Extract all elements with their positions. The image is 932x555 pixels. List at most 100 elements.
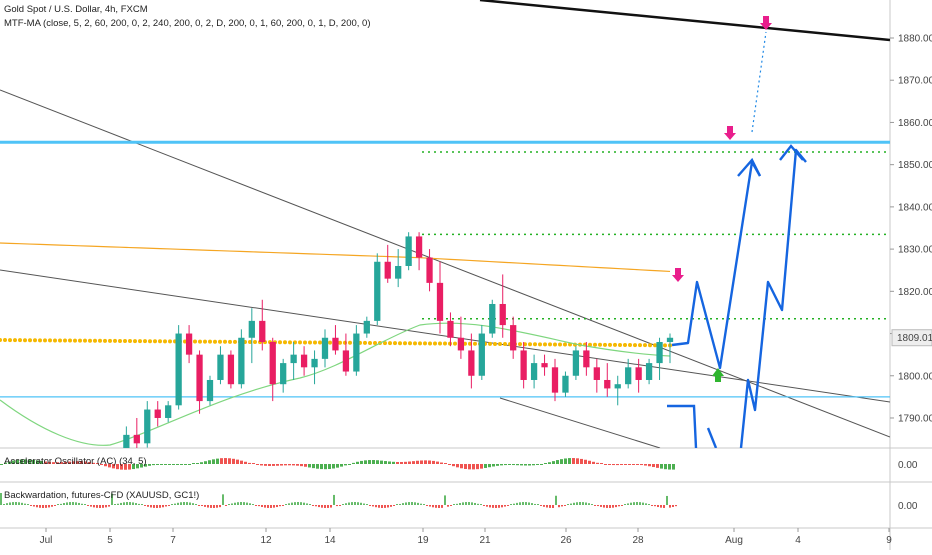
ac-bar <box>584 459 587 464</box>
ac-bar <box>380 460 383 464</box>
bw-bar <box>672 505 674 508</box>
ac-bar <box>516 464 519 466</box>
up-arrow-marker <box>712 368 724 376</box>
ma-dotted-point <box>283 340 287 345</box>
bw-bar <box>390 505 392 507</box>
ac-bar <box>640 464 643 466</box>
ma-dotted-point <box>348 340 352 345</box>
ac-bar <box>292 464 295 466</box>
bw-bar <box>96 505 98 508</box>
ac-bar <box>612 464 615 466</box>
ac-bar <box>296 464 299 466</box>
candle-body <box>541 363 548 368</box>
price-tick-label: 1830.00 <box>898 245 932 256</box>
ma-dotted-point <box>373 341 377 345</box>
bw-bar <box>15 502 17 505</box>
bw-bar <box>174 503 176 505</box>
ac-zero-label: 0.00 <box>898 460 918 471</box>
ac-bar <box>564 458 567 464</box>
bw-bar <box>54 505 56 506</box>
bw-bar <box>309 504 311 505</box>
bw-bar <box>426 505 428 506</box>
ac-bar <box>540 464 543 465</box>
bw-bar <box>462 502 464 505</box>
ac-bar <box>132 464 135 470</box>
ma-dotted-point <box>438 341 442 346</box>
bw-bar <box>312 505 314 506</box>
ac-panel-label: Accelerator Oscillator (AC) (34, 5) <box>4 456 147 467</box>
ac-bar <box>620 464 623 465</box>
ac-bar <box>544 463 547 464</box>
ac-bar <box>424 460 427 464</box>
bw-bar <box>222 494 224 505</box>
bw-bar <box>648 504 650 505</box>
ac-bar <box>268 464 271 466</box>
time-tick-label: 9 <box>886 535 892 546</box>
ac-bar <box>348 464 351 465</box>
bw-bar <box>513 503 515 505</box>
bw-bar <box>486 505 488 507</box>
bw-bar <box>3 504 5 505</box>
ma-dotted-point <box>403 341 407 346</box>
ac-bar <box>184 464 187 465</box>
bw-bar <box>435 505 437 508</box>
ma-dotted-point <box>618 342 622 347</box>
ma-dotted-point <box>208 339 212 344</box>
ac-bar <box>300 464 303 467</box>
ma-dotted-point <box>428 341 432 346</box>
candle-body <box>92 473 98 481</box>
bw-bar <box>621 505 623 506</box>
price-tick-label: 1800.00 <box>898 371 932 382</box>
candle-body <box>185 333 193 355</box>
ac-bar <box>32 459 35 464</box>
ma-dotted-point <box>418 341 422 346</box>
bw-bar <box>615 505 617 508</box>
bw-bar <box>399 503 401 505</box>
ac-bar <box>336 464 339 468</box>
bw-bar <box>546 505 548 508</box>
projection-path-up2 <box>739 148 807 448</box>
bw-panel-label: Backwardation, futures-CFD (XAUUSD, GC1!… <box>4 490 200 501</box>
ac-bar <box>328 464 331 470</box>
ac-bar <box>420 460 423 464</box>
ac-bar <box>396 461 399 464</box>
bw-bar <box>114 504 116 505</box>
bw-bar <box>66 502 68 505</box>
bw-bar <box>81 503 83 505</box>
ac-bar <box>248 462 251 464</box>
bw-bar <box>654 505 656 507</box>
candle-body <box>300 354 308 368</box>
time-tick-label: 21 <box>479 535 491 546</box>
ac-bar <box>128 464 131 470</box>
ac-bar <box>460 464 463 469</box>
bw-bar <box>459 502 461 505</box>
bw-bar <box>564 505 566 506</box>
ac-bar <box>204 461 207 464</box>
bw-bar <box>411 502 413 505</box>
ac-bar <box>524 464 527 466</box>
bw-bar <box>342 504 344 505</box>
ac-bar <box>284 464 287 466</box>
bw-bar <box>366 504 368 505</box>
bw-bar <box>642 502 644 505</box>
ma-dotted-point <box>123 339 127 343</box>
bw-bar <box>492 505 494 508</box>
ma-dotted-point <box>78 338 82 343</box>
bw-bar <box>120 502 122 505</box>
bw-bar <box>153 505 155 508</box>
bw-bar <box>219 505 221 508</box>
ma-dotted-point <box>653 343 657 348</box>
ac-bar <box>124 464 127 470</box>
bw-bar <box>651 505 653 506</box>
bw-bar <box>132 502 134 505</box>
ma-dotted-point <box>133 339 137 344</box>
ac-bar <box>136 464 139 469</box>
bw-bar <box>519 502 521 505</box>
ac-bar <box>28 459 31 464</box>
ma-dotted-point <box>18 338 22 343</box>
ac-bar <box>456 464 459 468</box>
bw-bar <box>477 503 479 505</box>
ma-dotted-point <box>113 338 117 343</box>
